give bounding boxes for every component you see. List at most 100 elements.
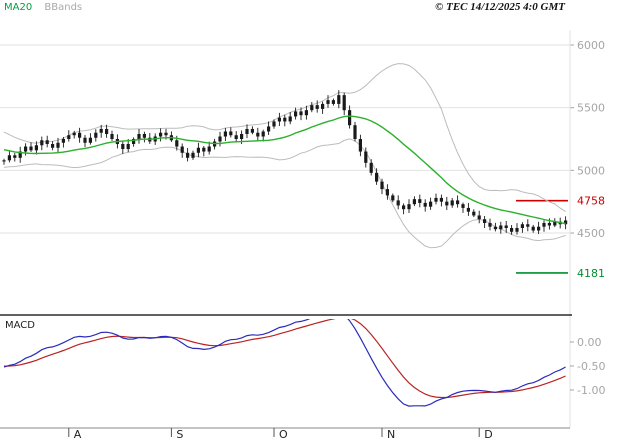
candle-body: [493, 226, 497, 230]
candle-body: [348, 110, 352, 126]
candle-body: [277, 117, 281, 122]
macd-tick-label: 0.00: [577, 336, 602, 349]
month-label: A: [74, 428, 82, 440]
candle-body: [267, 126, 271, 132]
candle-body: [40, 140, 44, 146]
candle-body: [256, 132, 260, 137]
candle-body: [126, 144, 130, 150]
candle-body: [132, 139, 136, 145]
candle-body: [547, 222, 551, 226]
candle-body: [526, 224, 530, 227]
candle-body: [13, 155, 17, 158]
candle-body: [445, 201, 449, 206]
candle-body: [364, 151, 368, 163]
candle-body: [229, 131, 233, 136]
month-label: S: [176, 428, 183, 440]
candle-body: [18, 151, 22, 158]
candle-body: [504, 225, 508, 228]
candle-body: [488, 222, 492, 227]
candle-body: [261, 131, 265, 137]
candle-body: [407, 204, 411, 210]
candle-body: [331, 100, 335, 104]
candle-body: [358, 139, 362, 152]
candle-body: [423, 202, 427, 207]
month-label: O: [279, 428, 288, 440]
candle-body: [207, 146, 211, 152]
candle-body: [412, 199, 416, 205]
candle-body: [99, 128, 103, 133]
candle-body: [310, 105, 314, 111]
macd-line: [3, 319, 566, 407]
level-label-red: 4758: [577, 195, 605, 208]
candle-body: [520, 224, 524, 228]
price-tick-label: 6000: [577, 39, 605, 52]
candle-body: [326, 100, 330, 104]
candle-body: [299, 111, 303, 116]
candle-body: [78, 132, 82, 138]
price-tick-label: 4500: [577, 227, 605, 240]
candle-body: [402, 205, 406, 210]
candle-body: [321, 103, 325, 109]
candle-body: [337, 95, 341, 104]
candle-body: [461, 204, 465, 208]
candle-body: [164, 132, 168, 136]
candle-body: [142, 133, 146, 138]
candle-body: [223, 131, 227, 137]
ma20-legend-label: MA20: [4, 2, 33, 13]
candle-body: [553, 221, 557, 226]
candle-body: [385, 189, 389, 196]
candle-body: [186, 152, 190, 158]
candle-body: [315, 105, 319, 109]
candle-body: [218, 136, 222, 142]
candle-body: [342, 95, 346, 111]
candle-body: [72, 132, 76, 136]
price-tick-label: 5000: [577, 164, 605, 177]
month-label: N: [387, 428, 395, 440]
candle-body: [456, 200, 460, 205]
candle-body: [564, 220, 568, 225]
candle-body: [88, 137, 92, 143]
candle-body: [56, 142, 60, 148]
ma20-line: [3, 115, 566, 225]
candle-body: [83, 137, 87, 143]
candle-body: [67, 135, 71, 139]
candle-body: [191, 152, 195, 158]
candle-body: [34, 145, 38, 151]
candle-body: [294, 111, 298, 117]
macd-panel-label: MACD: [5, 320, 35, 331]
candles-layer: [2, 90, 568, 235]
candle-body: [472, 211, 476, 216]
candle-body: [121, 144, 125, 150]
candle-body: [51, 144, 55, 148]
candle-body: [418, 199, 422, 203]
candle-body: [391, 195, 395, 201]
candle-body: [180, 146, 184, 153]
macd-tick-label: -0.50: [577, 360, 605, 373]
candle-body: [375, 172, 379, 182]
candle-body: [7, 155, 11, 161]
candle-body: [196, 147, 200, 153]
bbands-legend-label: BBands: [44, 2, 83, 13]
candle-body: [94, 132, 98, 138]
macd-tick-label: -1.00: [577, 384, 605, 397]
candle-body: [2, 160, 6, 162]
candle-body: [105, 128, 109, 134]
month-label: D: [484, 428, 492, 440]
candle-body: [288, 116, 292, 122]
candle-body: [283, 117, 287, 122]
bollinger-lower-line: [3, 138, 566, 249]
candle-body: [483, 219, 487, 223]
candle-body: [353, 125, 357, 139]
candle-body: [369, 162, 373, 173]
candle-body: [45, 140, 49, 145]
candle-body: [499, 225, 503, 230]
candle-body: [240, 133, 244, 139]
candle-body: [450, 200, 454, 206]
macd-signal-line: [3, 319, 566, 399]
candle-body: [439, 197, 443, 202]
candle-body: [175, 140, 179, 147]
legend-bar: MA20 BBands: [4, 2, 82, 13]
candle-body: [466, 207, 470, 212]
